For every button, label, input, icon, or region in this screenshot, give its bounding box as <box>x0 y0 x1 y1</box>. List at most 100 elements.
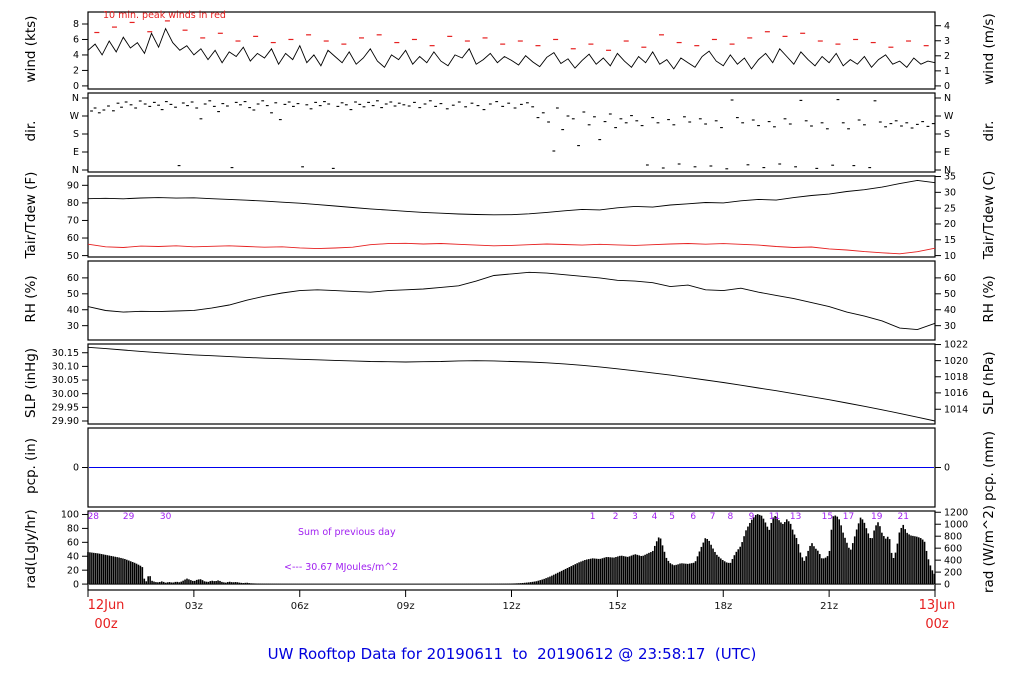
peak-winds <box>164 20 170 22</box>
tick-label-right: 25 <box>944 203 956 214</box>
wind-direction <box>645 164 649 166</box>
panel-slp: 29.90 29.95 30.00 30.05 30.10 30.15 1014 1016 10… <box>52 340 968 427</box>
wind-direction <box>767 121 771 123</box>
local-hour-label: 2 <box>613 512 619 522</box>
figure-title: UW Rooftop Data for 20190611 to 20190612… <box>267 645 757 663</box>
peak-winds <box>800 32 806 34</box>
tick-label-left: 60 <box>67 233 79 244</box>
tick-label-right: 4 <box>944 21 950 32</box>
tick-label-left: 70 <box>67 216 79 227</box>
wind-direction <box>265 105 269 107</box>
tick-label-right: 40 <box>944 305 956 316</box>
wind-direction <box>762 167 766 169</box>
wind-direction <box>124 101 128 103</box>
wind-direction <box>757 125 760 127</box>
wind-direction <box>661 167 665 169</box>
local-hour-label: 13 <box>790 512 801 522</box>
tick-label-right: 600 <box>944 543 962 554</box>
wind-direction <box>358 103 362 105</box>
tick-label-right: 50 <box>944 289 956 300</box>
wind-direction <box>593 116 596 118</box>
peak-winds <box>729 43 735 45</box>
peak-winds <box>394 41 400 44</box>
wind-direction <box>476 105 480 107</box>
radiation-sum-note: Sum of previous day <--- 30.67 MJoules/m… <box>284 504 398 596</box>
wind-direction <box>519 103 523 105</box>
wind-direction <box>234 101 238 103</box>
wind-direction <box>495 101 499 103</box>
wind-direction <box>413 101 416 103</box>
tick-label-right: 30 <box>944 188 956 199</box>
wind-direction <box>164 101 168 103</box>
tick-label-right: N <box>944 93 951 104</box>
wind-direction <box>384 103 388 105</box>
wind-direction <box>344 104 348 106</box>
tick-label-right: N <box>944 165 951 176</box>
wind-direction <box>331 167 335 169</box>
peak-winds <box>447 35 453 37</box>
wind-direction <box>905 122 909 124</box>
wind-direction <box>709 165 713 167</box>
tick-label-right: 1 <box>944 66 950 77</box>
wind-direction <box>884 126 887 128</box>
local-hour-label: 28 <box>88 512 100 522</box>
tick-label-left: 80 <box>67 198 79 209</box>
panel-border <box>87 11 936 90</box>
wind-direction <box>152 101 156 103</box>
peak-winds <box>535 45 541 47</box>
peak-winds <box>623 40 629 42</box>
tick-label-left: N <box>72 165 79 176</box>
panel-temp: 50 60 70 80 90 10 15 20 25 30 35 <box>67 172 956 262</box>
peak-winds <box>359 37 365 39</box>
wind-direction <box>428 100 432 102</box>
wind-direction <box>143 103 147 105</box>
wind-direction <box>531 106 535 108</box>
local-hour-label: 19 <box>871 512 883 522</box>
solar-radiation <box>87 514 936 585</box>
tick-label-left: 60 <box>67 538 79 549</box>
wind-direction <box>915 123 919 125</box>
wind-direction <box>160 109 164 111</box>
wind-direction <box>598 139 602 141</box>
wind-direction <box>746 164 750 166</box>
local-hour-label: 5 <box>669 512 675 522</box>
wind-direction <box>212 105 216 107</box>
wind-direction <box>261 100 265 102</box>
wind-direction <box>863 124 866 126</box>
peak-winds <box>835 43 841 45</box>
wind-direction <box>174 106 177 108</box>
relative-humidity <box>87 271 936 331</box>
tick-label-right: 1022 <box>944 340 968 351</box>
wind-direction <box>314 101 318 103</box>
wind-direction <box>367 101 370 103</box>
wind-direction <box>199 118 203 120</box>
tick-label-left: 40 <box>67 305 79 316</box>
wind-direction <box>327 103 331 105</box>
wind-direction <box>683 116 686 118</box>
wind-direction <box>305 104 309 106</box>
tick-label-left: 6 <box>73 35 79 46</box>
tick-label-right: 15 <box>944 235 956 246</box>
tick-label-right: 800 <box>944 531 962 542</box>
wind-direction <box>190 101 194 103</box>
wind-direction <box>804 120 808 122</box>
peak-winds <box>217 32 223 34</box>
local-hour-label: 1 <box>590 512 596 522</box>
wind-direction <box>857 119 861 121</box>
tick-label-left: 30.15 <box>52 348 79 359</box>
wind-direction <box>177 165 181 167</box>
wind-direction <box>407 105 411 107</box>
wind-direction <box>635 120 639 122</box>
tair <box>87 179 936 216</box>
peak-winds <box>906 40 912 42</box>
time-tick-label: 00z <box>925 617 949 632</box>
tick-label-left: 30.10 <box>52 362 79 373</box>
tick-label-right: W <box>944 111 954 122</box>
wind-direction <box>116 102 120 104</box>
peak-winds <box>306 34 312 36</box>
wind-direction <box>186 105 189 107</box>
wind-direction <box>921 121 925 123</box>
wind-direction <box>252 109 256 111</box>
peak-winds <box>235 40 241 42</box>
